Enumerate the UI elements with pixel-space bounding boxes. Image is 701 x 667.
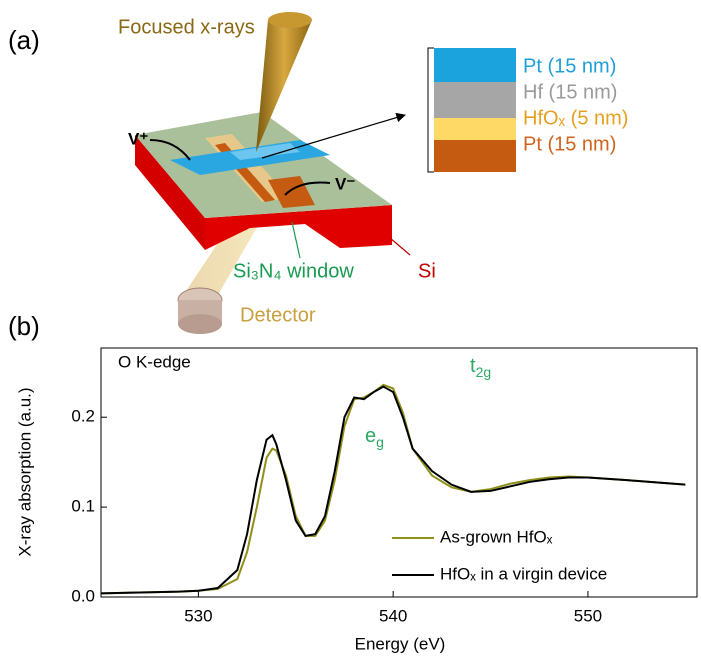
peak-label: t2g [470, 355, 491, 379]
electrode-label: V⁺ [128, 129, 148, 148]
window-label: Si₃N₄ window [233, 260, 354, 282]
layer [434, 140, 516, 172]
figure: (a) Focused x-rays V⁺ V⁻ Si₃N₄ window Si… [0, 0, 701, 667]
x-tick-label: 530 [184, 606, 212, 625]
peak-label: eg [365, 425, 384, 449]
layer-label: Hf (15 nm) [523, 81, 617, 103]
detector-label: Detector [240, 304, 316, 326]
y-tick-label: 0.0 [71, 586, 95, 605]
y-axis-label: X-ray absorption (a.u.) [15, 387, 34, 556]
series-line [101, 385, 685, 594]
series-line [101, 387, 685, 594]
electrode-label: V⁻ [335, 174, 355, 193]
x-tick-label: 550 [574, 606, 602, 625]
y-tick-label: 0.1 [71, 497, 95, 516]
peak-label-sub: 2g [476, 364, 492, 380]
layer [434, 118, 516, 140]
legend-label: As-grown HfOₓ [440, 527, 553, 546]
layer-label: Pt (15 nm) [523, 133, 616, 155]
substrate-label: Si [418, 260, 436, 282]
layer-label: Pt (15 nm) [523, 55, 616, 77]
panel-label: (a) [8, 25, 40, 55]
layer-label: HfOₓ (5 nm) [523, 107, 628, 129]
peak-label-base: e [365, 425, 376, 447]
layer [434, 48, 516, 82]
layer [434, 82, 516, 118]
beam-label: Focused x-rays [118, 16, 255, 38]
peak-label-sub: g [376, 434, 384, 450]
x-tick-label: 540 [379, 606, 407, 625]
panel-label: (b) [8, 311, 40, 341]
plot-frame [101, 348, 697, 597]
legend-label: HfOₓ in a virgin device [440, 564, 607, 583]
y-tick-label: 0.2 [71, 407, 95, 426]
note: O K-edge [118, 352, 191, 371]
device-diagram [135, 12, 434, 334]
x-axis-label: Energy (eV) [355, 634, 446, 653]
